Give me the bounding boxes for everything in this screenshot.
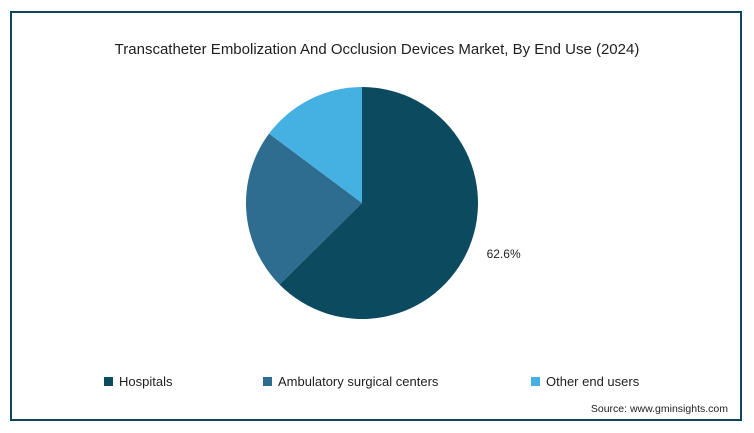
legend-item-other-end-users: Other end users bbox=[531, 374, 639, 389]
legend-swatch-hospitals bbox=[104, 377, 113, 386]
chart-title: Transcatheter Embolization And Occlusion… bbox=[114, 41, 640, 58]
legend: Hospitals Ambulatory surgical centers Ot… bbox=[0, 374, 754, 392]
legend-label-other-end-users: Other end users bbox=[546, 374, 640, 389]
legend-label-ambulatory-surgical-centers: Ambulatory surgical centers bbox=[278, 374, 439, 389]
pie-slice-other-end-users bbox=[269, 87, 362, 203]
pie-label-hospitals: 62.6% bbox=[487, 247, 521, 261]
legend-item-hospitals: Hospitals bbox=[104, 374, 172, 389]
source-note: Source: www.gminsights.com bbox=[590, 403, 728, 415]
pie-slice-hospitals bbox=[279, 87, 478, 319]
legend-label-hospitals: Hospitals bbox=[119, 374, 173, 389]
legend-swatch-ambulatory-surgical-centers bbox=[263, 377, 272, 386]
pie-slice-ambulatory-surgical-centers bbox=[245, 133, 362, 285]
legend-swatch-other-end-users bbox=[531, 377, 540, 386]
legend-item-ambulatory-surgical-centers: Ambulatory surgical centers bbox=[263, 374, 438, 389]
